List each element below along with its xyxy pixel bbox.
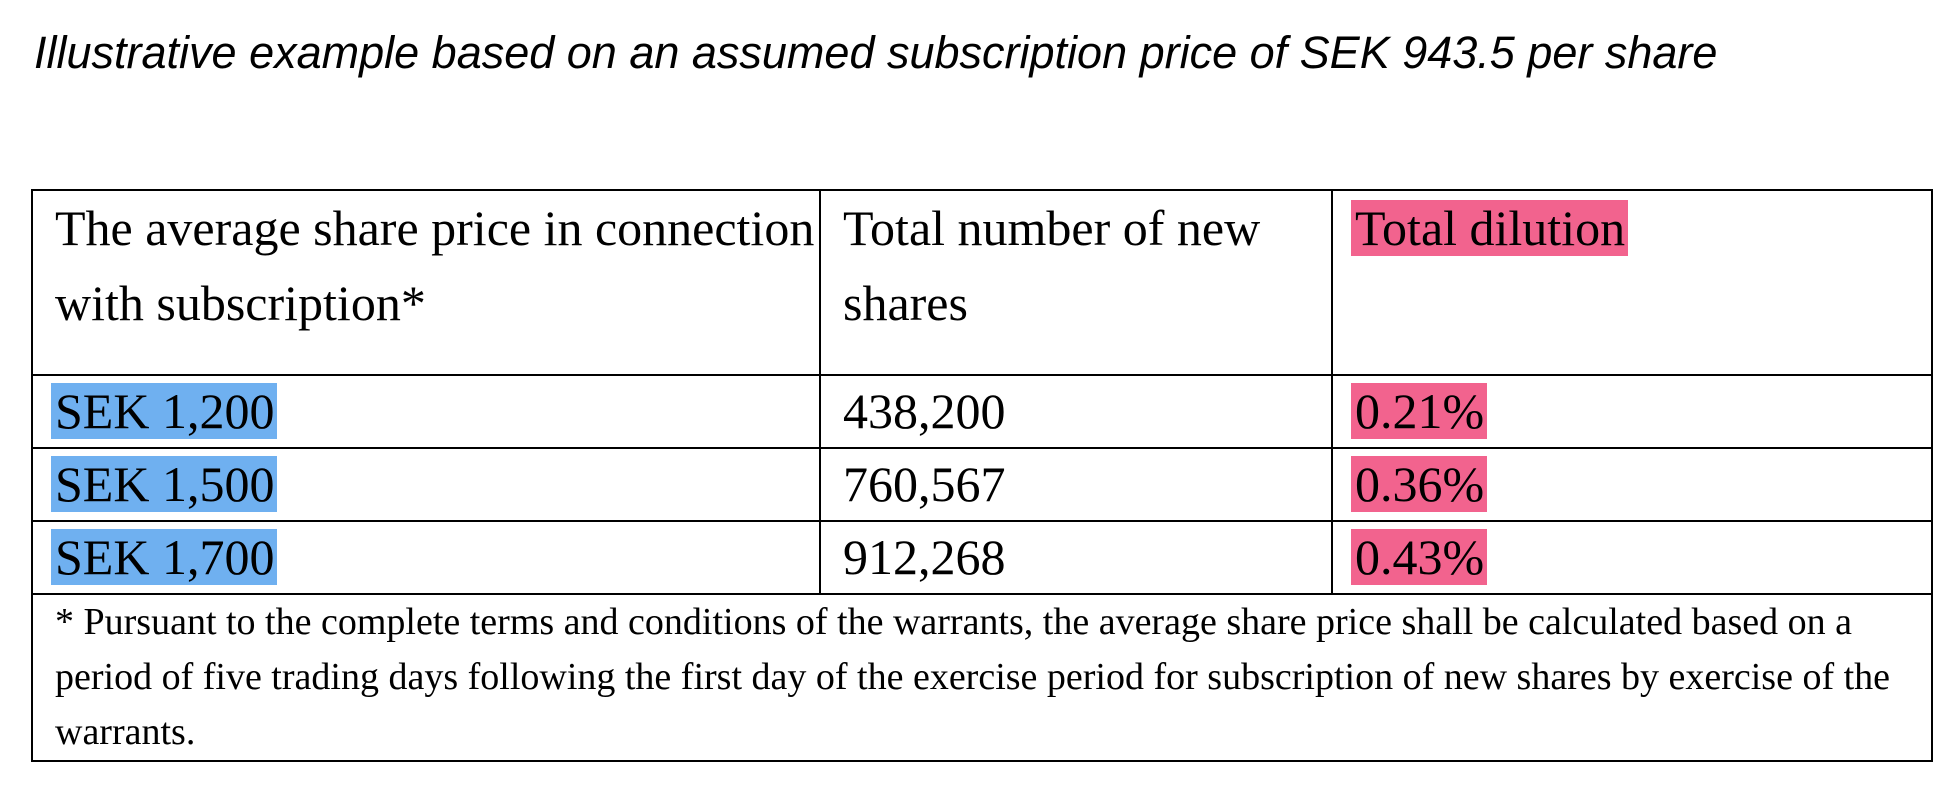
price-value: SEK 1,200 bbox=[51, 383, 278, 439]
new-shares-cell: 438,200 bbox=[819, 374, 1333, 449]
price-cell: SEK 1,500 bbox=[31, 447, 821, 522]
dilution-value: 0.43% bbox=[1351, 529, 1488, 585]
dilution-value: 0.21% bbox=[1351, 383, 1488, 439]
price-value: SEK 1,500 bbox=[51, 456, 278, 512]
header-total-new-shares: Total number of new shares bbox=[819, 189, 1333, 376]
table-row: SEK 1,500 760,567 0.36% bbox=[31, 447, 1933, 522]
price-cell: SEK 1,200 bbox=[31, 374, 821, 449]
header-average-share-price: The average share price in connection wi… bbox=[31, 189, 821, 376]
footnote-row: * Pursuant to the complete terms and con… bbox=[31, 593, 1933, 762]
price-value: SEK 1,700 bbox=[51, 529, 278, 585]
dilution-cell: 0.21% bbox=[1331, 374, 1933, 449]
dilution-value: 0.36% bbox=[1351, 456, 1488, 512]
document-title: Illustrative example based on an assumed… bbox=[34, 27, 1718, 78]
new-shares-cell: 912,268 bbox=[819, 520, 1333, 595]
price-cell: SEK 1,700 bbox=[31, 520, 821, 595]
table-header-row: The average share price in connection wi… bbox=[31, 189, 1933, 376]
header-total-dilution: Total dilution bbox=[1331, 189, 1933, 376]
dilution-cell: 0.43% bbox=[1331, 520, 1933, 595]
dilution-table: The average share price in connection wi… bbox=[31, 189, 1933, 762]
dilution-cell: 0.36% bbox=[1331, 447, 1933, 522]
header-total-dilution-label: Total dilution bbox=[1351, 200, 1629, 256]
table-row: SEK 1,700 912,268 0.43% bbox=[31, 520, 1933, 595]
table-row: SEK 1,200 438,200 0.21% bbox=[31, 374, 1933, 449]
new-shares-cell: 760,567 bbox=[819, 447, 1333, 522]
footnote-text: * Pursuant to the complete terms and con… bbox=[31, 593, 1933, 762]
